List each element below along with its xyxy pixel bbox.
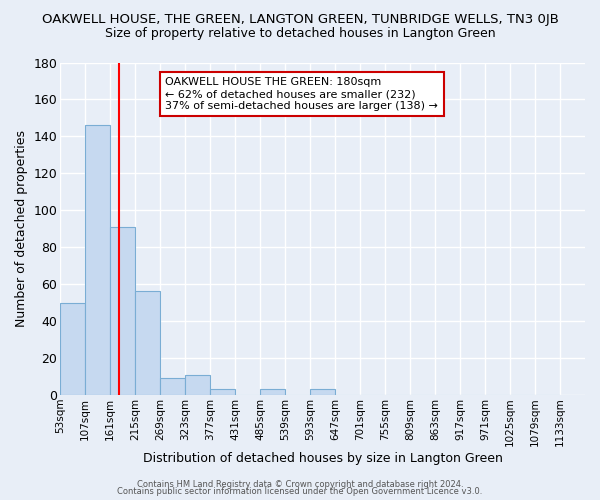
Bar — [185, 374, 210, 395]
Bar — [110, 227, 135, 395]
Bar — [85, 126, 110, 395]
Text: Contains HM Land Registry data © Crown copyright and database right 2024.: Contains HM Land Registry data © Crown c… — [137, 480, 463, 489]
Text: OAKWELL HOUSE THE GREEN: 180sqm
← 62% of detached houses are smaller (232)
37% o: OAKWELL HOUSE THE GREEN: 180sqm ← 62% of… — [165, 78, 438, 110]
Text: Contains public sector information licensed under the Open Government Licence v3: Contains public sector information licen… — [118, 488, 482, 496]
Text: OAKWELL HOUSE, THE GREEN, LANGTON GREEN, TUNBRIDGE WELLS, TN3 0JB: OAKWELL HOUSE, THE GREEN, LANGTON GREEN,… — [41, 12, 559, 26]
Bar — [210, 390, 235, 395]
Bar — [310, 390, 335, 395]
Text: Size of property relative to detached houses in Langton Green: Size of property relative to detached ho… — [104, 28, 496, 40]
Bar — [260, 390, 285, 395]
Bar — [160, 378, 185, 395]
Y-axis label: Number of detached properties: Number of detached properties — [15, 130, 28, 327]
Bar — [135, 292, 160, 395]
X-axis label: Distribution of detached houses by size in Langton Green: Distribution of detached houses by size … — [143, 452, 503, 465]
Bar — [60, 302, 85, 395]
